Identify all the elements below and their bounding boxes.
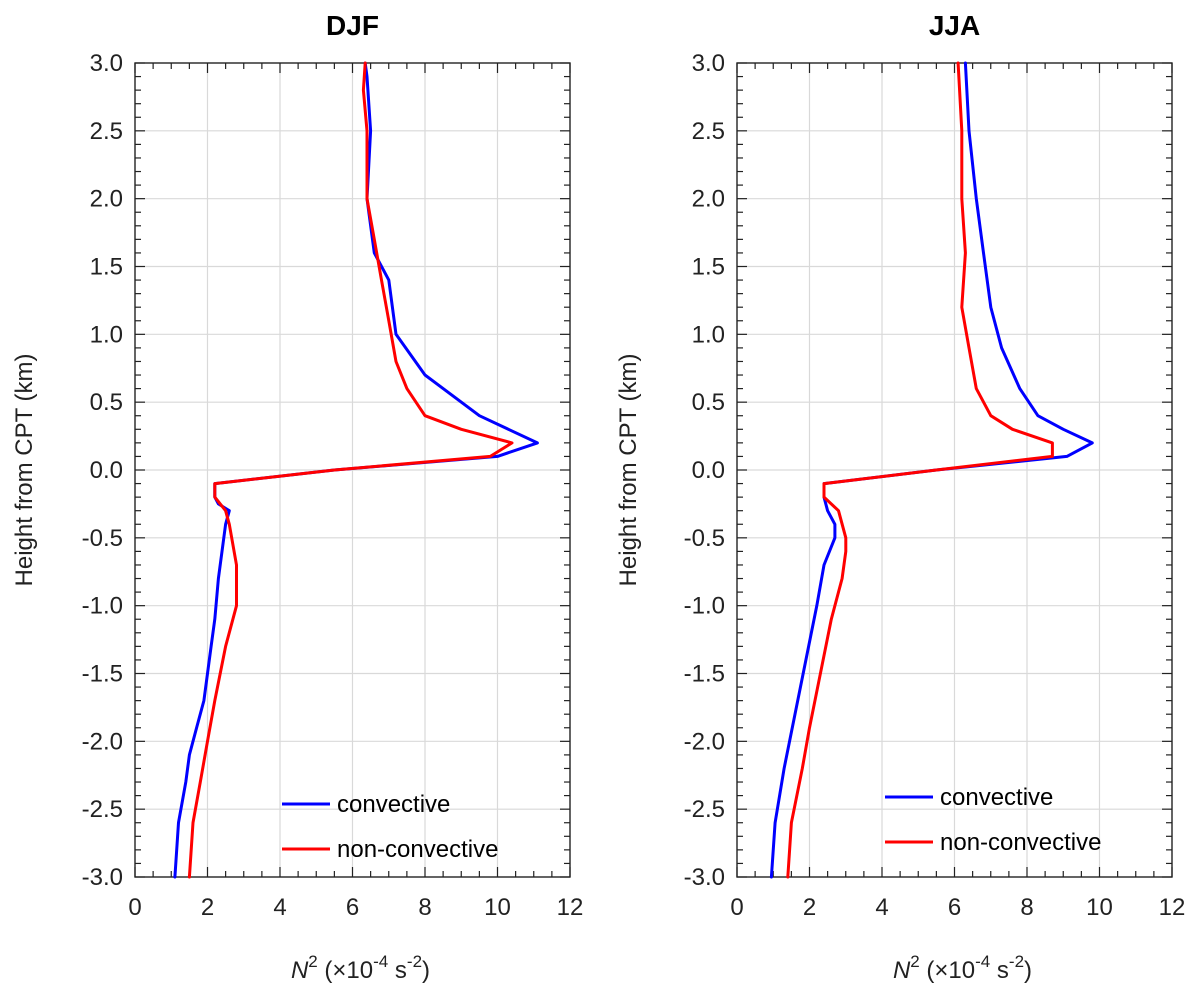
x-tick-label: 4	[273, 894, 286, 921]
legend-label-non-convective: non-convective	[940, 829, 1101, 856]
x-tick-label: 10	[484, 894, 511, 921]
chart-title: JJA	[929, 10, 980, 41]
y-tick-label: -3.0	[684, 864, 725, 891]
x-axis-label: N2 (×10-4 s-2)	[291, 952, 430, 984]
x-tick-label: 6	[346, 894, 359, 921]
x-tick-label: 12	[1159, 894, 1186, 921]
x-tick-label: 2	[201, 894, 214, 921]
x-tick-label: 4	[875, 894, 888, 921]
y-tick-label: 1.5	[692, 254, 725, 281]
y-tick-label: 0.5	[692, 389, 725, 416]
y-tick-label: -1.0	[82, 593, 123, 620]
y-tick-label: -0.5	[82, 525, 123, 552]
x-tick-label: 0	[128, 894, 141, 921]
chart-title: DJF	[326, 10, 379, 41]
x-tick-label: 2	[803, 894, 816, 921]
y-tick-label: 2.5	[692, 118, 725, 145]
y-tick-label: -0.5	[684, 525, 725, 552]
x-tick-label: 10	[1086, 894, 1113, 921]
y-tick-label: -1.0	[684, 593, 725, 620]
y-tick-label: -1.5	[82, 661, 123, 688]
y-tick-label: 3.0	[692, 50, 725, 77]
series-line-non-convective	[786, 61, 1054, 879]
x-tick-label: 8	[418, 894, 431, 921]
y-axis-label: Height from CPT (km)	[615, 354, 642, 587]
panel-jja: 0 2 4 6 8 10 12 -3.0 -2.5 -2.0 -1.5 -1.0 -0.5 0.0 0.5 1…	[615, 10, 1185, 984]
y-tick-label: 3.0	[90, 50, 123, 77]
x-axis-label: N2 (×10-4 s-2)	[893, 952, 1032, 984]
panel-djf: 0 2 4 6 8 10 12 -3.0 -2.5 -2.0 -1.5 -1.0 -0.5 0.0 0.5 1…	[11, 10, 583, 984]
x-tick-label: 0	[730, 894, 743, 921]
series-line-non-convective	[187, 61, 514, 879]
legend-label-convective: convective	[940, 784, 1053, 811]
y-tick-label: 1.5	[90, 254, 123, 281]
y-tick-label: 0.0	[90, 457, 123, 484]
y-tick-label: -2.5	[684, 796, 725, 823]
y-tick-label: -3.0	[82, 864, 123, 891]
y-tick-label: 1.0	[90, 321, 123, 348]
x-tick-label: 6	[948, 894, 961, 921]
y-tick-label: 1.0	[692, 321, 725, 348]
y-tick-label: -2.0	[684, 728, 725, 755]
y-tick-label: 2.0	[692, 186, 725, 213]
y-tick-label: 2.0	[90, 186, 123, 213]
y-axis-label: Height from CPT (km)	[11, 354, 38, 587]
y-tick-label: 0.0	[692, 457, 725, 484]
y-tick-label: -2.5	[82, 796, 123, 823]
legend-label-non-convective: non-convective	[337, 836, 498, 863]
y-tick-label: 2.5	[90, 118, 123, 145]
x-tick-label: 8	[1020, 894, 1033, 921]
x-tick-label: 12	[557, 894, 584, 921]
y-tick-label: -2.0	[82, 728, 123, 755]
y-tick-label: 0.5	[90, 389, 123, 416]
legend-label-convective: convective	[337, 791, 450, 818]
y-tick-label: -1.5	[684, 661, 725, 688]
